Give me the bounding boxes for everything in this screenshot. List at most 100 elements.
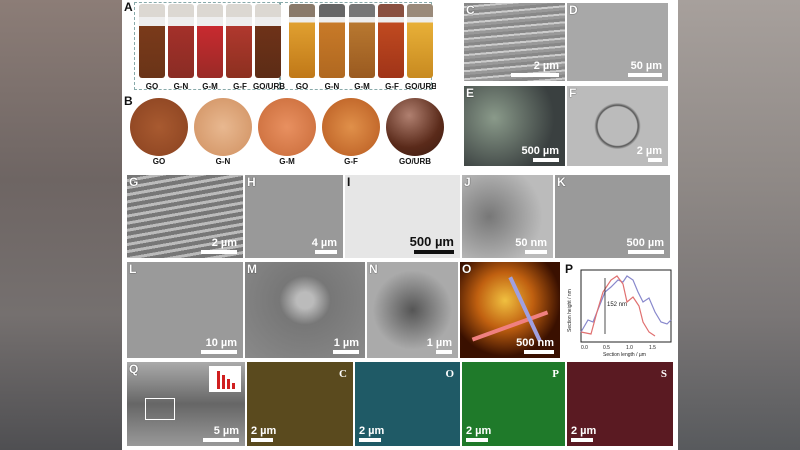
scale-bar-label: 2 µm [571,425,597,437]
film-disc-gf [322,98,380,156]
panel-label: P [565,262,574,276]
caption: G-N [173,82,189,91]
panel-g: G 2 µm [127,175,243,258]
scale-bar: 4 µm [312,237,337,254]
panel-label: K [557,175,566,189]
scale-bar-label: 500 µm [521,145,559,157]
panel-b: B [122,94,436,168]
panel-c: C 2 µm [464,3,565,81]
caption: GO/URB [405,82,436,91]
scale-bar: 2 µm [359,425,384,442]
x-tick: 0.5 [603,345,610,351]
scale-bar: 2 µm [511,60,559,77]
panel-d: D 50 µm [567,3,668,81]
panel-m: M 1 µm [245,262,365,358]
caption: GO [152,157,166,166]
scale-bar-label: 1 µm [426,337,452,349]
blurred-background-right [678,0,800,450]
caption: G-N [215,157,231,166]
map-carbon: C 2 µm [247,362,353,446]
panel-label: M [247,262,257,276]
element-label: C [339,368,347,380]
scale-bar: 2 µm [466,425,491,442]
caption: GO [295,82,309,91]
scale-bar: 2 µm [251,425,276,442]
caption: GO/URB [253,82,285,91]
panel-label: N [369,262,378,276]
x-tick: 1.0 [626,345,633,351]
panel-n: N 1 µm [367,262,458,358]
panel-q: Q 5 µm [127,362,245,446]
caption: G-F [233,82,247,91]
scale-bar-label: 5 µm [213,425,239,437]
panel-label: E [466,86,475,100]
panel-k: K 500 µm [555,175,670,258]
map-sulfur: S 2 µm [567,362,673,446]
selection-box [145,398,175,420]
map-oxygen: O 2 µm [355,362,460,446]
scale-bar: 2 µm [571,425,596,442]
height-profile-plot: 152 nm 0.0 0.5 1.0 1.5 Section length / … [567,269,672,358]
scale-bar: 5 µm [203,425,239,442]
scale-bar-label: 2 µm [636,145,662,157]
section-line-blue [508,276,542,342]
scale-bar-label: 500 nm [516,337,554,349]
film-disc-gn [194,98,252,156]
panel-p: P 152 nm 0.0 0.5 1.0 1.5 Section length … [563,262,675,358]
scale-bar: 500 µm [626,237,664,254]
inset-histogram [209,366,241,392]
y-axis-label: Section height / nm [567,289,573,332]
panel-label: F [569,86,577,100]
caption: G-M [279,157,295,166]
scale-bar: 1 µm [333,337,359,354]
panel-a: A GO G-N G-M G-F GO/URB GO G-N G-M G-F G… [122,0,436,94]
scale-bar-label: 2 µm [466,425,492,437]
scale-bar: 10 µm [201,337,237,354]
caption: G-M [202,82,218,91]
panel-label: O [462,262,472,276]
element-label: O [445,368,454,380]
scale-bar: 500 µm [521,145,559,162]
blurred-background-left [0,0,122,450]
panel-label: B [124,94,133,108]
caption: G-N [324,82,340,91]
panel-label: H [247,175,256,189]
panel-label: A [124,0,133,14]
map-phosphorus: P 2 µm [462,362,565,446]
scale-bar-label: 4 µm [311,237,337,249]
caption: G-M [354,82,370,91]
panel-o: O 500 nm [460,262,560,358]
film-disc-go [130,98,188,156]
scale-bar-label: 2 µm [359,425,385,437]
scale-bar-label: 2 µm [251,425,277,437]
panel-f: F 2 µm [567,86,668,166]
element-label: S [660,368,667,380]
panel-label: G [129,175,139,189]
panel-h: H 4 µm [245,175,343,258]
panel-label: L [129,262,137,276]
profile-red [580,275,656,337]
scale-bar-label: 10 µm [205,337,237,349]
panel-e: E 500 µm [464,86,565,166]
film-disc-gm [258,98,316,156]
panel-label: Q [129,362,139,376]
x-axis-label: Section length / µm [603,352,646,358]
scale-bar: 50 µm [628,60,662,77]
panel-label: J [464,175,471,189]
scale-bar-label: 2 µm [211,237,237,249]
scale-bar-label: 500 µm [626,237,664,249]
scale-bar-label: 1 µm [333,337,359,349]
scale-bar: 2 µm [637,145,662,162]
film-disc-gourb [386,98,444,156]
caption: G-F [344,157,358,166]
scale-bar: 1 µm [427,337,452,354]
caption: G-F [385,82,399,91]
panel-l: L 10 µm [127,262,243,358]
height-annotation: 152 nm [607,302,627,308]
scale-bar-label: 50 µm [630,60,662,72]
element-label: P [552,368,559,380]
plot-frame [580,269,672,343]
figure: A GO G-N G-M G-F GO/URB GO G-N G-M G-F G… [122,0,678,450]
caption: GO/URB [399,157,431,166]
scale-bar: 50 nm [515,237,547,254]
